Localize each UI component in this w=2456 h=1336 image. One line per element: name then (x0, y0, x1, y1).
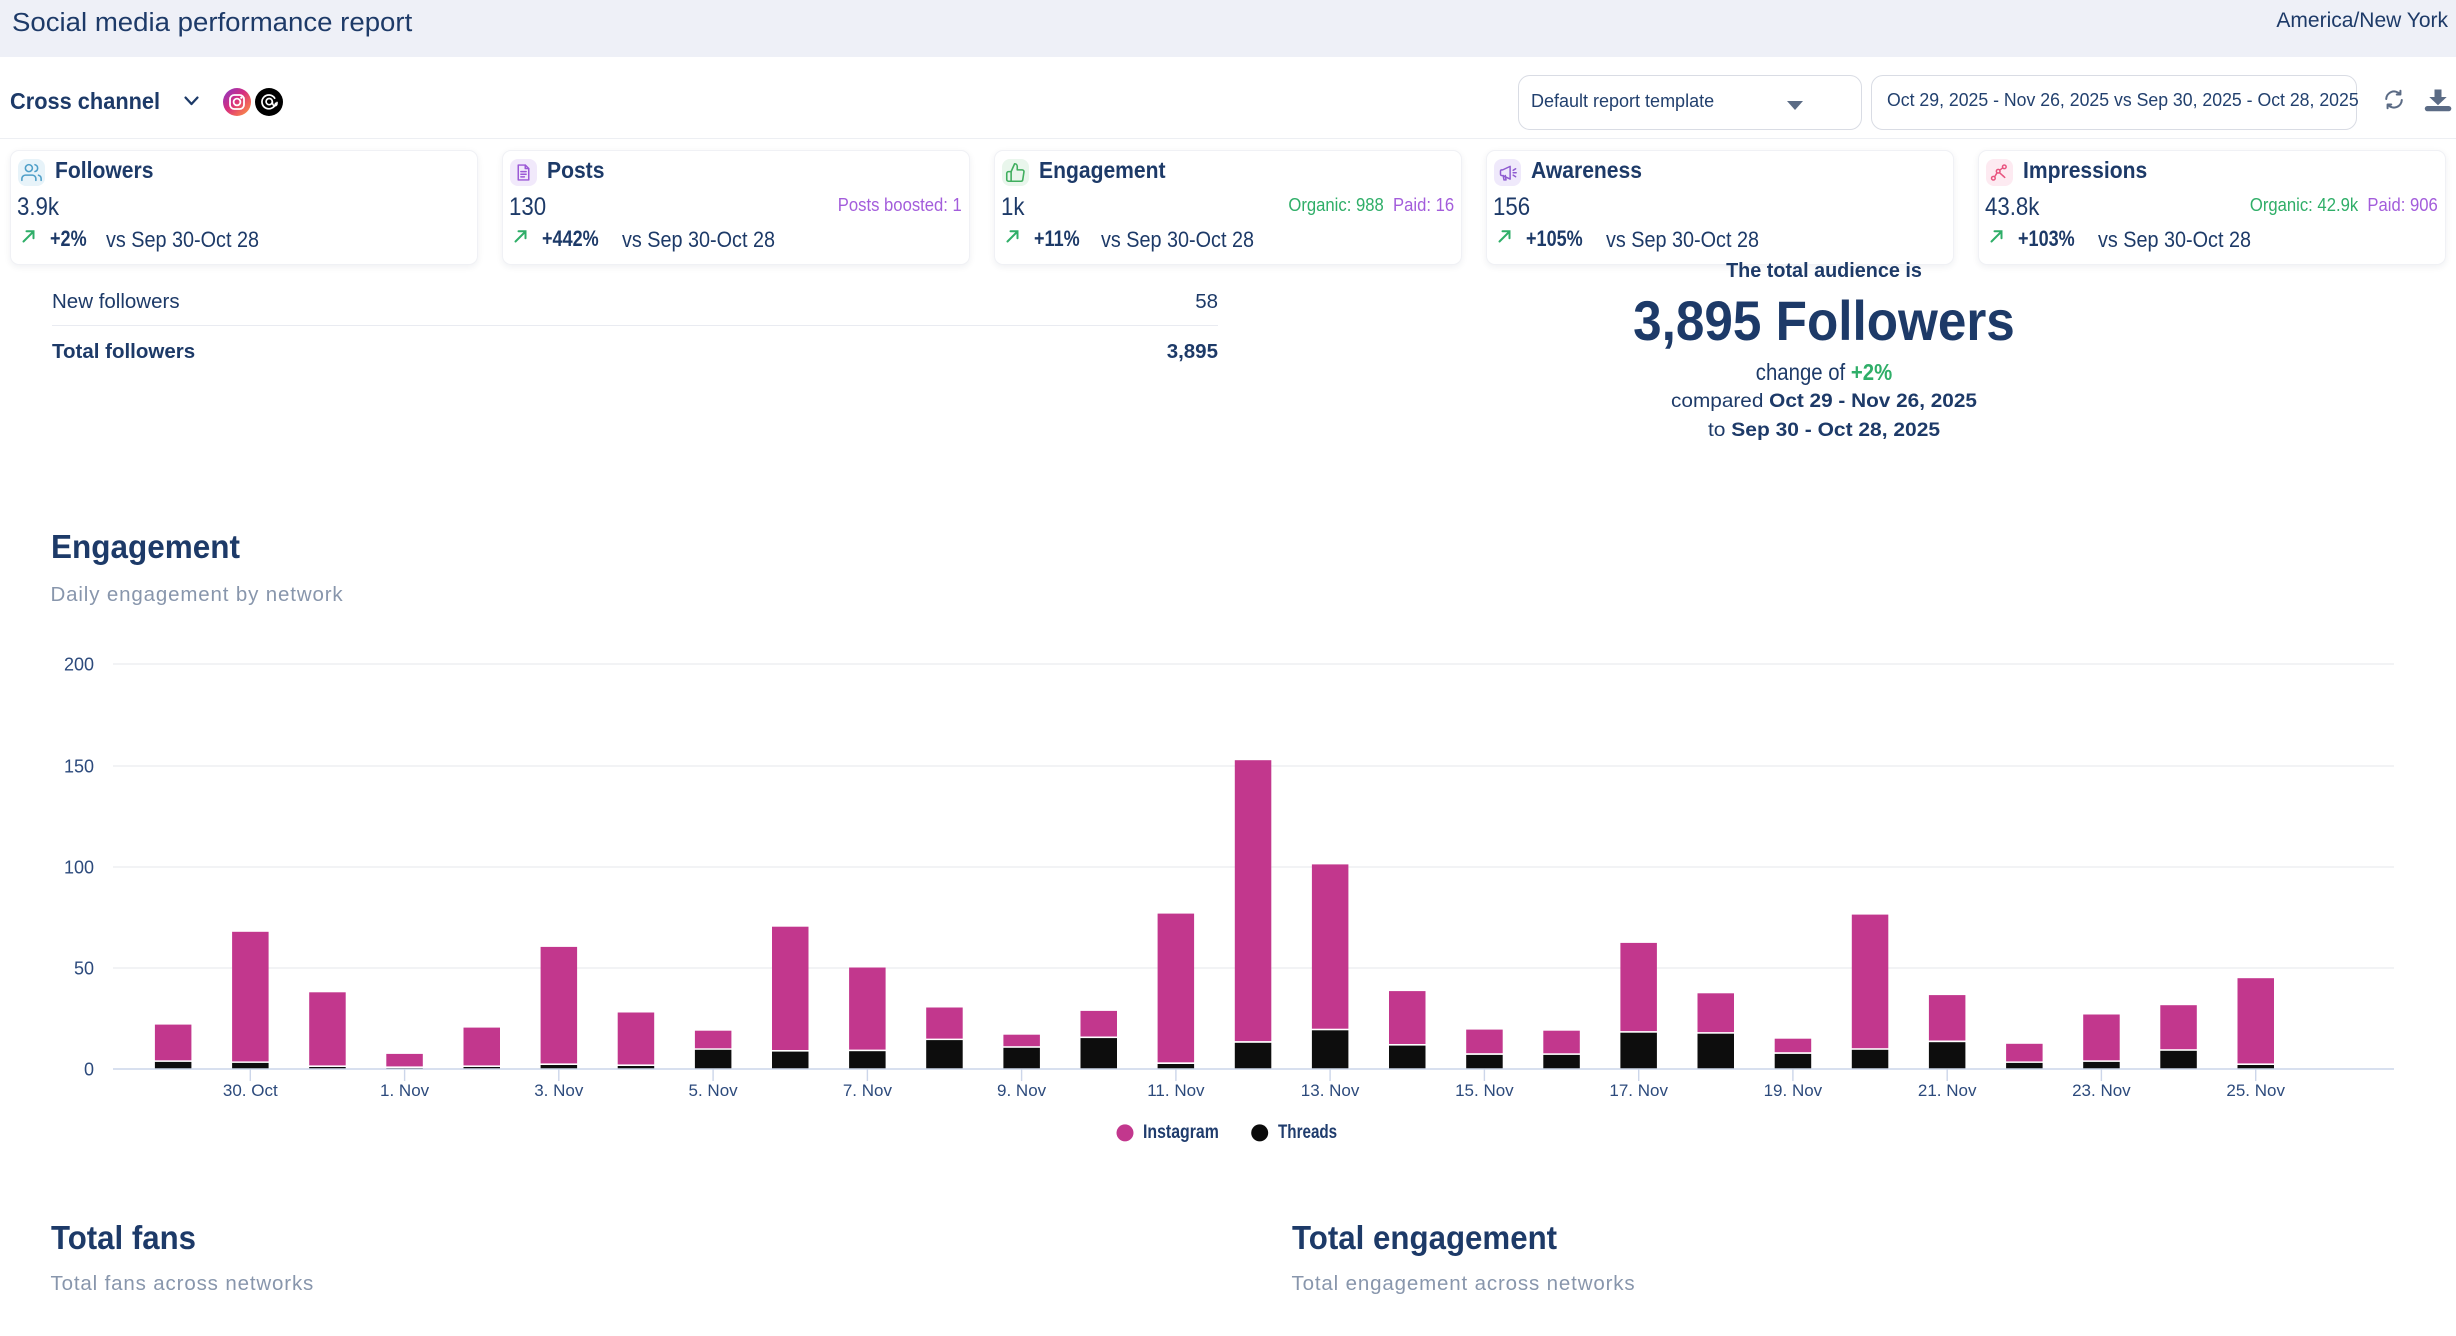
svg-text:21. Nov: 21. Nov (1918, 1081, 1977, 1100)
svg-text:13. Nov: 13. Nov (1301, 1081, 1360, 1100)
svg-text:9. Nov: 9. Nov (997, 1081, 1047, 1100)
svg-text:1. Nov: 1. Nov (380, 1081, 430, 1100)
svg-text:11. Nov: 11. Nov (1147, 1081, 1205, 1100)
svg-text:3. Nov: 3. Nov (534, 1081, 584, 1100)
svg-text:19. Nov: 19. Nov (1764, 1081, 1823, 1100)
svg-text:200: 200 (64, 655, 94, 675)
svg-text:50: 50 (74, 959, 94, 979)
svg-text:15. Nov: 15. Nov (1455, 1081, 1514, 1100)
svg-text:25. Nov: 25. Nov (2226, 1081, 2285, 1100)
svg-text:100: 100 (64, 858, 94, 878)
svg-text:30. Oct: 30. Oct (223, 1081, 278, 1100)
svg-text:7. Nov: 7. Nov (843, 1081, 893, 1100)
svg-text:17. Nov: 17. Nov (1609, 1081, 1668, 1100)
svg-text:150: 150 (64, 757, 94, 777)
svg-text:23. Nov: 23. Nov (2072, 1081, 2131, 1100)
svg-text:0: 0 (84, 1060, 94, 1080)
svg-text:5. Nov: 5. Nov (689, 1081, 739, 1100)
